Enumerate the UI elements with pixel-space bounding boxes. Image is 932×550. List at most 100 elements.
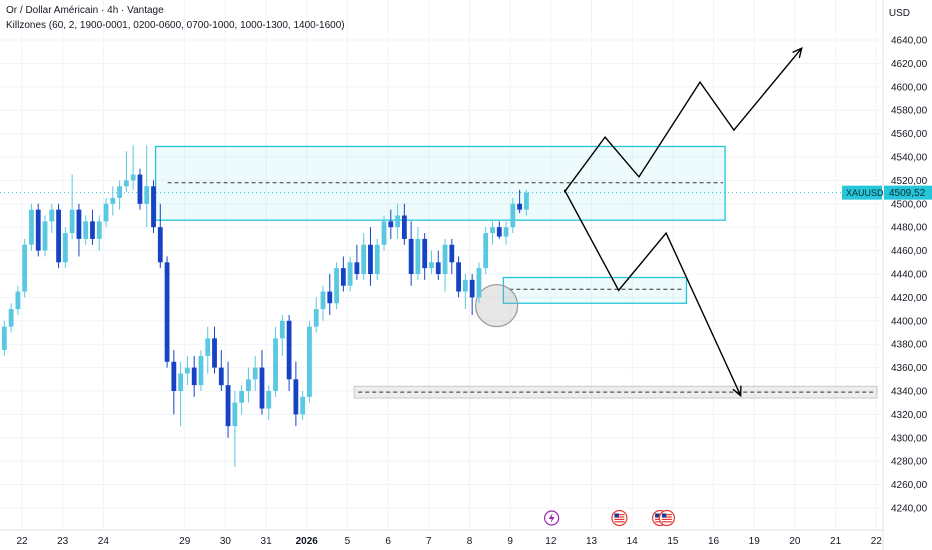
lightning-glyph bbox=[548, 513, 555, 523]
candle-body bbox=[442, 244, 448, 274]
us-flag-icon bbox=[658, 509, 675, 527]
price-tick-label: 4320,00 bbox=[891, 410, 928, 421]
projection-paths bbox=[563, 46, 803, 398]
time-tick-label: 29 bbox=[179, 536, 191, 547]
candle-body bbox=[415, 238, 421, 274]
candle-body bbox=[137, 174, 143, 204]
flag-stripe bbox=[614, 516, 625, 518]
candle-body bbox=[198, 355, 204, 386]
candle-body bbox=[144, 186, 150, 204]
price-tick-label: 4520,00 bbox=[891, 176, 928, 187]
flag-stripe bbox=[614, 521, 625, 523]
candle-body bbox=[313, 309, 319, 327]
candle-body bbox=[510, 203, 516, 228]
time-tick-label: 19 bbox=[749, 536, 761, 547]
bearish-projection-arrow-head bbox=[732, 385, 742, 398]
candle-body bbox=[381, 221, 387, 245]
time-tick-label: 5 bbox=[345, 536, 351, 547]
candle-body bbox=[246, 379, 251, 391]
candle-body bbox=[191, 367, 197, 386]
candle-body bbox=[49, 209, 55, 222]
time-tick-label: 7 bbox=[426, 536, 432, 547]
time-tick-label: 20 bbox=[789, 536, 801, 547]
chart-title[interactable]: Or / Dollar Américain · 4h · Vantage bbox=[6, 5, 164, 16]
time-tick-label: 16 bbox=[708, 536, 720, 547]
candle-body bbox=[42, 221, 48, 251]
price-tick-label: 4560,00 bbox=[891, 129, 928, 140]
flag-stripe bbox=[661, 516, 672, 518]
candle-body bbox=[524, 192, 529, 210]
price-tick-label: 4420,00 bbox=[891, 293, 928, 304]
candle-body bbox=[279, 320, 285, 339]
candle-body bbox=[462, 279, 468, 292]
candle-body bbox=[205, 338, 211, 356]
candle-body bbox=[334, 268, 339, 304]
candle-body bbox=[483, 233, 489, 269]
price-tick-label: 4360,00 bbox=[891, 363, 928, 374]
flag-stripe bbox=[661, 521, 672, 523]
symbol-tag bbox=[842, 185, 882, 200]
candle-body bbox=[239, 391, 245, 403]
price-tick-label: 4280,00 bbox=[891, 457, 928, 468]
last-price-label: XAUUSD 4509,52 bbox=[842, 185, 932, 200]
flag-stripe bbox=[661, 518, 672, 520]
annotation-zones bbox=[0, 145, 883, 399]
candle-body bbox=[490, 227, 495, 234]
candle-body bbox=[401, 215, 407, 239]
price-tick-label: 4480,00 bbox=[891, 223, 928, 234]
candle-body bbox=[456, 262, 461, 292]
demand-zone bbox=[502, 276, 688, 304]
candle-body bbox=[517, 203, 523, 210]
candle-body bbox=[252, 367, 258, 380]
time-tick-label: 2026 bbox=[296, 536, 319, 547]
candle-body bbox=[286, 320, 292, 380]
candle-body bbox=[1, 326, 7, 351]
candle-body bbox=[123, 180, 129, 187]
candle-body bbox=[56, 209, 61, 263]
price-tick-label: 4540,00 bbox=[891, 153, 928, 164]
candle-body bbox=[293, 379, 299, 415]
flag-canton bbox=[614, 513, 619, 518]
candle-body bbox=[503, 227, 509, 237]
candle-body bbox=[130, 174, 136, 181]
candle-body bbox=[408, 238, 414, 274]
candle-body bbox=[300, 396, 306, 415]
flag-stripe bbox=[661, 514, 672, 516]
candle-body bbox=[212, 338, 217, 368]
price-tick-label: 4600,00 bbox=[891, 82, 928, 93]
time-tick-label: 24 bbox=[98, 536, 110, 547]
flag-stripe bbox=[614, 518, 625, 520]
target-zone bbox=[353, 385, 878, 399]
candle-body bbox=[347, 262, 353, 286]
flag-canton bbox=[655, 513, 660, 518]
candle-body bbox=[422, 238, 428, 269]
candle-body bbox=[266, 391, 272, 409]
price-tick-label: 4500,00 bbox=[891, 199, 928, 210]
candle-body bbox=[178, 373, 184, 391]
supply-zone bbox=[154, 145, 726, 221]
candle-body bbox=[151, 186, 156, 228]
time-tick-label: 12 bbox=[545, 536, 557, 547]
price-tick-label: 4260,00 bbox=[891, 480, 928, 491]
grid bbox=[0, 0, 884, 550]
flag-canton bbox=[661, 513, 667, 518]
candle-body bbox=[35, 209, 41, 251]
time-axis[interactable]: 22 23 24 29 30 31 2026 5 6 7 8 9 12 13 14 15 16 19 20 21 22 bbox=[16, 536, 882, 547]
indicator-label[interactable]: Killzones (60, 2, 1900-0001, 0200-0600, … bbox=[6, 20, 345, 31]
time-tick-label: 9 bbox=[507, 536, 513, 547]
price-tick-label: 4240,00 bbox=[891, 504, 928, 515]
candle-body bbox=[354, 262, 360, 274]
bullish-projection-arrow bbox=[563, 47, 803, 193]
candle-body bbox=[164, 262, 170, 362]
candle-body bbox=[15, 291, 21, 310]
bearish-projection-arrow bbox=[563, 189, 742, 396]
symbol-tag-label: XAUUSD bbox=[846, 188, 884, 198]
price-tick-label: 4440,00 bbox=[891, 270, 928, 281]
bullish-projection-arrow-head bbox=[792, 46, 803, 59]
price-axis[interactable]: 4240,00 4260,00 4280,00 4300,00 4320,00 4340,… bbox=[891, 36, 928, 515]
candle-body bbox=[273, 338, 278, 391]
last-price-value: 4509,52 bbox=[889, 188, 926, 199]
candle-body bbox=[395, 215, 400, 228]
time-tick-label: 23 bbox=[57, 536, 69, 547]
